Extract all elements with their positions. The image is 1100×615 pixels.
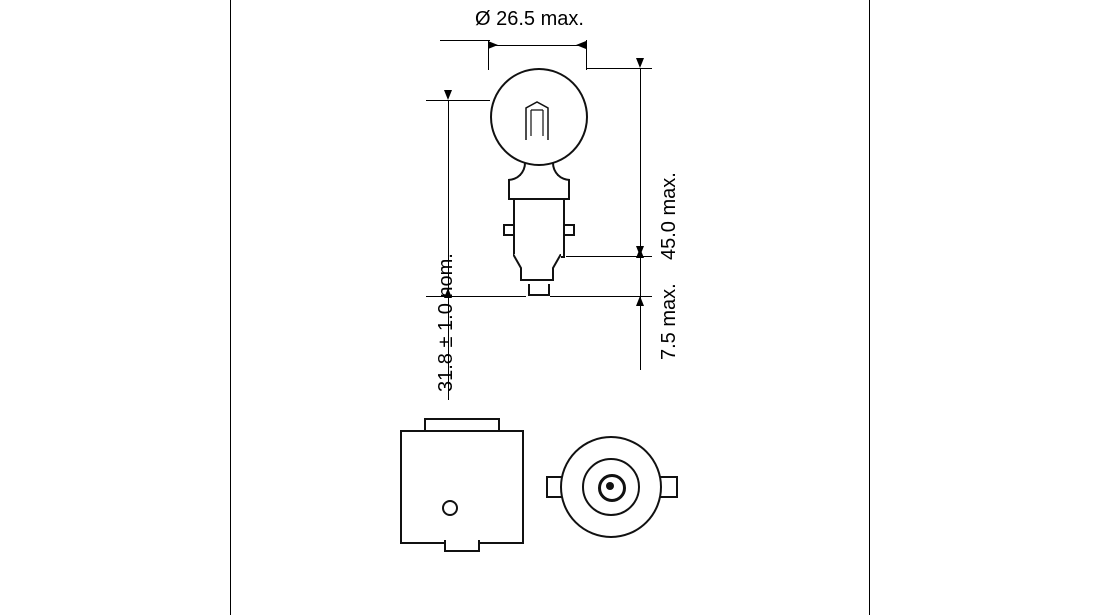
dim-arrow [636, 58, 644, 68]
base-side-view-pin [442, 500, 458, 516]
bulb-collar [513, 198, 565, 258]
base-side-view [400, 430, 524, 544]
frame-notch [869, 500, 870, 524]
bulb-contact-tip [528, 284, 550, 296]
dim-ext-line [440, 40, 490, 41]
dim-arrow [488, 41, 498, 49]
frame-notch [230, 430, 231, 454]
dim-ext-line [426, 100, 490, 101]
dim-diameter-label: Ø 26.5 max. [475, 8, 584, 31]
dim-line [640, 256, 641, 296]
dim-height-label: 45.0 max. [658, 172, 681, 260]
dim-clearance-label: 7.5 max. [658, 283, 681, 360]
bulb-base [513, 254, 561, 284]
base-side-view-contact [444, 540, 480, 552]
dim-line [488, 45, 586, 46]
dim-arrow [576, 41, 586, 49]
dim-ext-line [586, 40, 587, 70]
bayonet-pin [503, 224, 515, 236]
frame-notch [230, 200, 231, 224]
dim-lcl-label: 31.8 ± 1.0 nom. [435, 253, 458, 392]
dim-arrow [444, 90, 452, 100]
dim-line [640, 68, 641, 256]
dim-ext-line [586, 68, 652, 69]
dim-line [640, 296, 641, 370]
bayonet-pin [563, 224, 575, 236]
dim-arrow [636, 246, 644, 256]
frame-notch [869, 74, 870, 98]
image-frame-left [230, 0, 231, 615]
bulb-filament [522, 100, 552, 142]
technical-drawing: Ø 26.5 max. 45.0 max. 7.5 max. 31.8 ± 1.… [230, 0, 870, 615]
base-top-view-contact [606, 482, 614, 490]
